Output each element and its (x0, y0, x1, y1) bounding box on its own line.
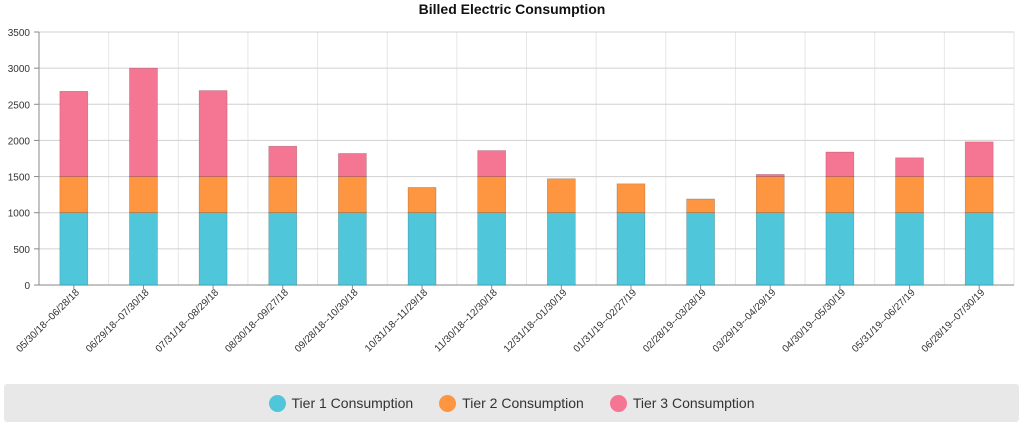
y-tick-label: 0 (24, 281, 30, 292)
bar-segment-tier-1 (129, 212, 158, 286)
y-tick-label: 1000 (8, 209, 31, 220)
bar-segment-tier-1 (547, 212, 576, 286)
bar-segment-tier-1 (59, 212, 89, 286)
bar-segment-tier-2 (477, 176, 506, 214)
chart-title: Billed Electric Consumption (418, 1, 606, 17)
bar-segment-tier-1 (825, 212, 855, 286)
legend-item-tier-2[interactable]: Tier 2 Consumption (439, 394, 584, 412)
x-tick-label: 06/28/19--07/30/19 (920, 287, 988, 355)
legend-swatch-icon (268, 394, 286, 412)
y-tick-label: 3500 (8, 28, 31, 39)
bar-segment-tier-2 (59, 176, 89, 214)
bar-segment-tier-1 (616, 212, 646, 286)
bar-segment-tier-1 (686, 212, 715, 286)
x-tick-label: 09/28/18--10/30/18 (293, 287, 361, 355)
x-tick-label: 11/30/18--12/30/18 (433, 287, 500, 354)
x-tick-label: 01/31/19--02/27/19 (572, 287, 640, 355)
bar-segment-tier-2 (755, 176, 785, 214)
bar-segment-tier-3 (825, 151, 855, 177)
y-tick-label: 2000 (8, 136, 31, 147)
x-tick-label: 04/30/19--05/30/19 (780, 287, 848, 355)
bar-segment-tier-2 (964, 176, 994, 214)
legend-item-tier-3[interactable]: Tier 3 Consumption (609, 394, 755, 412)
bar-segment-tier-1 (964, 212, 994, 286)
bar-segment-tier-3 (129, 67, 158, 177)
bar-segment-tier-1 (477, 212, 506, 286)
bar-segment-tier-1 (198, 212, 228, 286)
bar-segment-tier-2 (407, 187, 437, 214)
legend-item-tier-1[interactable]: Tier 1 Consumption (268, 394, 414, 412)
legend-label: Tier 2 Consumption (462, 395, 584, 411)
bar-segment-tier-3 (59, 90, 89, 177)
bar-segment-tier-2 (825, 176, 855, 214)
bar-segment-tier-2 (198, 176, 228, 214)
bar-segment-tier-2 (686, 198, 715, 214)
chart-plot: 0 500 1000 1500 2000 2500 3000 3500 05/30/18--06… (8, 28, 1015, 355)
bar-segment-tier-1 (268, 212, 298, 286)
bar-segment-tier-2 (268, 176, 298, 214)
y-tick-label: 2500 (8, 100, 31, 111)
y-tick-label: 3000 (8, 64, 31, 75)
x-tick-label: 02/28/19--03/28/19 (641, 287, 709, 355)
bar-segment-tier-3 (895, 157, 924, 177)
legend-label: Tier 1 Consumption (291, 395, 414, 411)
legend-swatch-icon (609, 394, 627, 412)
bar-segment-tier-1 (755, 212, 785, 286)
x-tick-label: 05/30/18--06/28/18 (14, 287, 82, 355)
bar-segment-tier-3 (964, 141, 994, 177)
bar-segment-tier-3 (338, 153, 367, 177)
x-tick-label: 03/29/19--04/29/19 (711, 287, 779, 355)
bar-segment-tier-1 (407, 212, 437, 286)
x-tick-label: 07/31/18--08/29/18 (154, 287, 222, 355)
bar-segment-tier-1 (895, 212, 924, 286)
chart-legend: Tier 1 Consumption Tier 2 Consumption Tier… (4, 384, 1019, 422)
x-tick-label: 10/31/18--11/29/18 (363, 287, 430, 354)
bar-segment-tier-2 (547, 178, 576, 214)
y-tick-label: 500 (13, 245, 30, 256)
bar-segment-tier-3 (198, 90, 228, 177)
x-tick-label: 12/31/18--01/30/19 (502, 287, 570, 355)
bar-segment-tier-2 (616, 183, 646, 214)
bar-segment-tier-3 (755, 174, 785, 177)
bar-segment-tier-2 (895, 176, 924, 214)
y-tick-label: 1500 (8, 173, 31, 184)
bar-segment-tier-2 (338, 176, 367, 214)
bar-segment-tier-3 (477, 150, 506, 177)
bar-segment-tier-1 (338, 212, 367, 286)
x-tick-label: 05/31/19--06/27/19 (850, 287, 918, 355)
bar-segment-tier-3 (268, 145, 298, 177)
x-tick-label: 06/29/18--07/30/18 (84, 287, 152, 355)
legend-label: Tier 3 Consumption (632, 395, 755, 411)
x-tick-label: 08/30/18--09/27/18 (223, 287, 291, 355)
legend-swatch-icon (439, 394, 457, 412)
bar-segment-tier-2 (129, 176, 158, 214)
